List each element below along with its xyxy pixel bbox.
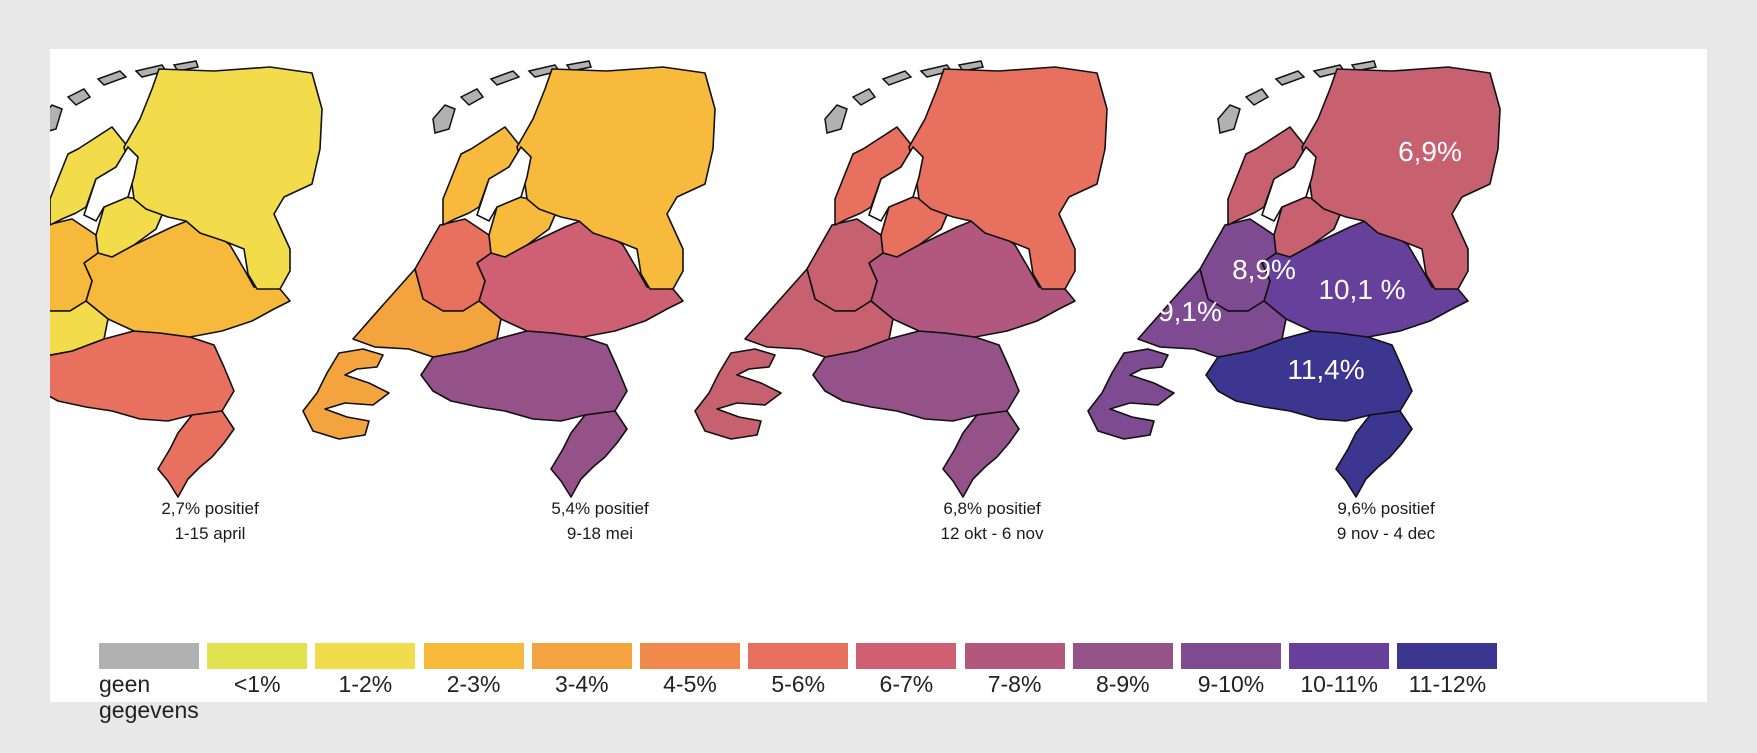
legend-label: 2-3% <box>446 671 501 697</box>
ijsselmeer-lake <box>868 145 924 223</box>
caption-positive: 9,6% positief <box>1337 499 1435 518</box>
legend-label: 10-11% <box>1300 671 1378 697</box>
legend-swatch <box>1181 643 1281 669</box>
region-label-north: 6,9% <box>1398 136 1462 167</box>
region-limburg <box>942 410 1020 498</box>
caption-map-2: 5,4% positief 9-18 mei <box>470 496 730 546</box>
region-label-gelderland: 10,1 % <box>1318 274 1405 305</box>
legend-swatch <box>99 643 199 669</box>
legend-label: 3-4% <box>554 671 609 697</box>
legend-swatch <box>856 643 957 669</box>
caption-positive: 5,4% positief <box>551 499 649 518</box>
caption-period: 9 nov - 4 dec <box>1336 524 1436 543</box>
netherlands-map-3 <box>694 60 1108 498</box>
wadden-island <box>1217 104 1241 134</box>
netherlands-map-1 <box>50 60 323 498</box>
wadden-island <box>50 104 63 132</box>
wadden-island <box>824 104 848 134</box>
wadden-island <box>66 88 92 106</box>
legend-swatch <box>1397 643 1498 669</box>
legend-label: 5-6% <box>771 671 826 697</box>
caption-period: 9-18 mei <box>566 524 634 543</box>
caption-map-1: 2,7% positief 1-15 april <box>80 496 340 546</box>
legend-label: 6-7% <box>879 671 934 697</box>
legend-swatch <box>1072 643 1173 669</box>
legend-swatch <box>640 643 740 669</box>
figure-panel: 6,9% 8,9% 10,1 % 9,1% 11,4% 2,7% positief 1-… <box>50 49 1707 723</box>
caption-map-3: 6,8% positief 12 okt - 6 nov <box>862 496 1122 546</box>
legend-label: <1% <box>233 671 281 697</box>
legend-swatch <box>315 643 416 669</box>
wadden-island <box>851 88 877 106</box>
region-label-zh: 9,1% <box>1158 296 1222 327</box>
wadden-island <box>432 104 456 134</box>
legend-swatch <box>1289 643 1390 669</box>
region-zeeland <box>694 348 782 440</box>
legend-label: 8-9% <box>1095 671 1150 697</box>
legend-swatch <box>748 643 849 669</box>
region-utrecht <box>50 218 99 312</box>
caption-positive: 6,8% positief <box>943 499 1041 518</box>
ijsselmeer-lake <box>1261 145 1317 223</box>
legend-label: 4-5% <box>663 671 717 697</box>
netherlands-map-4: 6,9% 8,9% 10,1 % 9,1% 11,4% <box>1087 60 1501 498</box>
region-limburg <box>1335 410 1413 498</box>
caption-period: 1-15 april <box>174 524 246 543</box>
wadden-island <box>1244 88 1270 106</box>
ijsselmeer-lake <box>83 145 139 223</box>
wadden-island <box>1274 70 1306 86</box>
legend-label: geen gegevens <box>99 671 199 723</box>
legend-swatch <box>207 643 308 669</box>
legend-label: 11-12% <box>1408 671 1487 697</box>
wadden-island <box>459 88 485 106</box>
ijsselmeer-lake <box>476 145 532 223</box>
region-zh <box>744 268 894 358</box>
wadden-island <box>489 70 521 86</box>
legend-label: 9-10% <box>1197 671 1265 697</box>
wadden-island <box>96 70 128 86</box>
region-zeeland <box>1087 348 1175 440</box>
region-zh <box>50 300 109 356</box>
legend-label: 7-8% <box>987 671 1042 697</box>
legend-swatch <box>423 643 524 669</box>
caption-map-4: 9,6% positief 9 nov - 4 dec <box>1256 496 1516 546</box>
caption-positive: 2,7% positief <box>161 499 259 518</box>
legend-swatch <box>531 643 632 669</box>
region-limburg <box>157 410 235 498</box>
region-zeeland <box>302 348 390 440</box>
region-label-utrecht: 8,9% <box>1232 254 1296 285</box>
region-limburg <box>550 410 628 498</box>
region-label-brabant: 11,4% <box>1287 354 1364 385</box>
netherlands-map-2 <box>302 60 716 498</box>
wadden-island <box>881 70 913 86</box>
legend-label: 1-2% <box>338 671 393 697</box>
legend-swatch <box>964 643 1065 669</box>
maps-canvas: 6,9% 8,9% 10,1 % 9,1% 11,4% <box>50 60 1501 498</box>
caption-period: 12 okt - 6 nov <box>940 524 1044 543</box>
region-zh <box>352 268 502 358</box>
region-zh <box>1137 268 1287 358</box>
